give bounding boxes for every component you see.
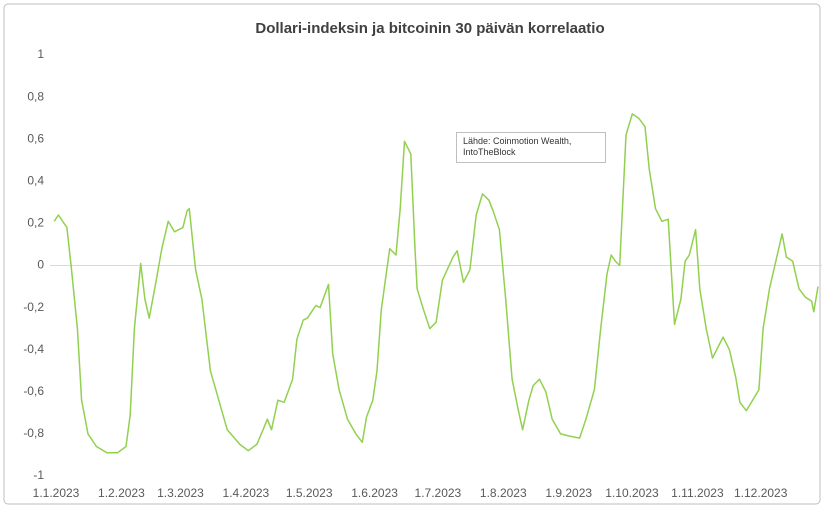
x-tick-label: 1.12.2023: [734, 486, 788, 500]
y-tick-label: 0,8: [27, 89, 44, 103]
data-line: [53, 113, 819, 454]
x-tick-label: 1.5.2023: [286, 486, 333, 500]
y-tick-label: 0: [37, 258, 44, 272]
y-tick-label: -0,4: [23, 342, 44, 356]
x-tick-label: 1.9.2023: [545, 486, 592, 500]
chart-frame: [3, 3, 821, 505]
y-tick-label: -0,2: [23, 300, 44, 314]
x-tick-label: 1.11.2023: [671, 486, 724, 500]
x-tick-label: 1.3.2023: [157, 486, 204, 500]
x-tick-label: 1.2.2023: [98, 486, 145, 500]
y-tick-label: -1: [33, 468, 44, 482]
y-tick-label: 0,4: [27, 173, 44, 187]
x-tick-label: 1.8.2023: [480, 486, 527, 500]
x-tick-label: 1.7.2023: [415, 486, 462, 500]
y-tick-label: -0,6: [23, 384, 44, 398]
y-tick-label: -0,8: [23, 426, 44, 440]
chart-title: Dollari-indeksin ja bitcoinin 30 päivän …: [255, 20, 604, 37]
y-tick-label: 0,2: [27, 216, 44, 230]
x-tick-label: 1.4.2023: [223, 486, 270, 500]
x-tick-label: 1.6.2023: [351, 486, 398, 500]
x-tick-label: 1.1.2023: [33, 486, 80, 500]
annotation: Lähde: Coinmotion Wealth, IntoTheBlock: [456, 132, 606, 163]
x-tick-label: 1.10.2023: [605, 486, 659, 500]
y-tick-label: 0,6: [27, 131, 44, 145]
y-tick-label: 1: [37, 47, 44, 61]
